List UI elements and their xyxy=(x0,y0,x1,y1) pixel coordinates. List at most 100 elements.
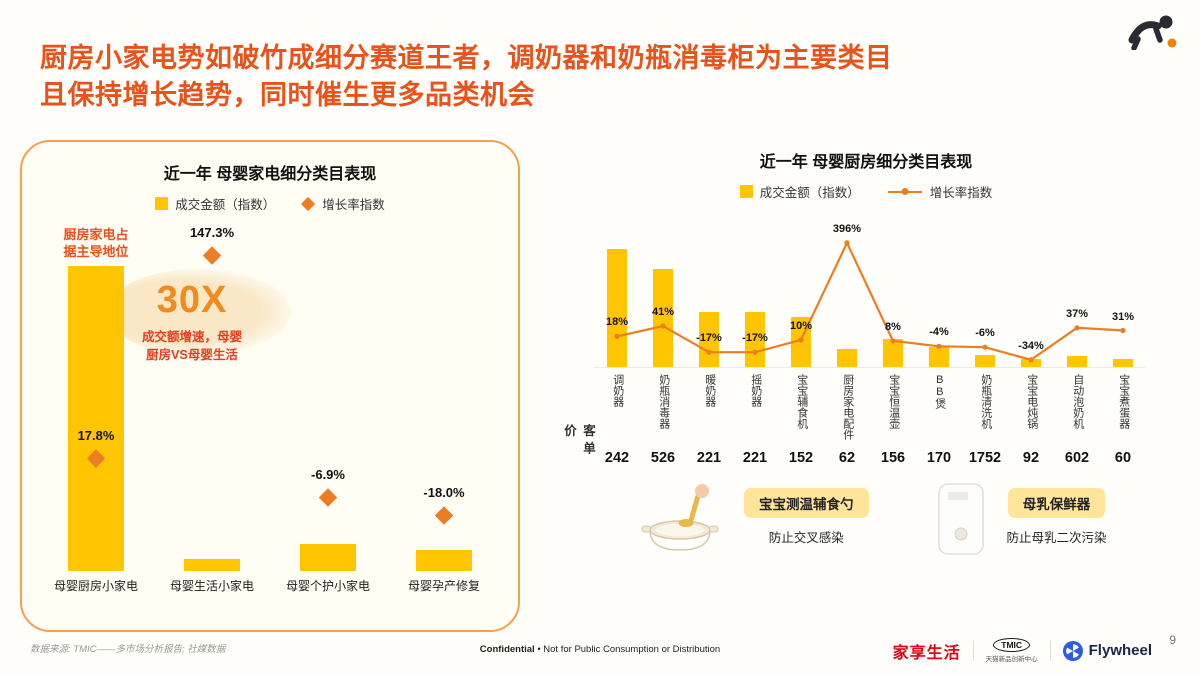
line-legend-swatch xyxy=(887,190,922,193)
tmic-logo: TMIC 天猫新品创新中心 xyxy=(986,638,1038,663)
right-x-axis: 调奶器 奶瓶消毒器 暖奶器 摇奶器 宝宝辅食机 厨房家电配件 宝宝恒温壶 BB煲 奶瓶清洗机 宝宝… xyxy=(594,368,1146,440)
growth-value-label: 31% xyxy=(1111,310,1135,323)
price-value: 170 xyxy=(926,450,952,466)
revenue-bar xyxy=(1113,358,1133,367)
growth-line-chart xyxy=(614,240,1126,363)
left-bar-chart: 厨房家电占据主导地位 30X 成交额增速，母婴 厨房VS母婴生活 17.8% 14… xyxy=(38,221,502,571)
category-label: BB煲 xyxy=(933,374,946,409)
growth-value-label: -17% xyxy=(696,332,722,345)
left-x-axis: 母婴厨房小家电 母婴生活小家电 母婴个护小家电 母婴孕产修复 xyxy=(38,577,502,594)
bar-legend-swatch xyxy=(155,197,169,210)
confidential-note: Confidential • Not for Public Consumptio… xyxy=(0,644,1200,655)
growth-value-label: 37% xyxy=(1065,307,1089,320)
page-title: 厨房小家电势如破竹成细分赛道王者，调奶器和奶瓶消毒柜为主要类目 且保持增长趋势，… xyxy=(40,40,1020,115)
growth-value-label: -6% xyxy=(975,327,995,340)
left-chart-column: -18.0% xyxy=(386,221,502,571)
footer-logos: 家享生活 TMIC 天猫新品创新中心 Flywheel xyxy=(893,638,1152,663)
highlight-30x-value: 30X xyxy=(156,279,228,321)
confidential-rest: • Not for Public Consumption or Distribu… xyxy=(534,644,721,655)
highlight-desc-line1: 成交额增速，母婴 xyxy=(141,330,242,344)
category-label-cell: 厨房家电配件 xyxy=(824,374,870,440)
growth-value-label: 396% xyxy=(832,222,862,235)
category-label-cell: 宝宝煮蛋器 xyxy=(1100,374,1146,440)
price-value: 60 xyxy=(1114,450,1132,466)
category-label-cell: 暖奶器 xyxy=(686,374,732,440)
category-label: 宝宝煮蛋器 xyxy=(1117,374,1130,429)
revenue-bar xyxy=(1067,356,1087,367)
crawling-baby-logo-icon xyxy=(1128,15,1177,50)
category-label: 暖奶器 xyxy=(703,374,716,407)
page-number: 9 xyxy=(1169,633,1176,647)
highlight-30x-block: 30X 成交额增速，母婴 厨房VS母婴生活 xyxy=(92,269,292,364)
revenue-bar xyxy=(929,346,949,367)
growth-value-label: -4% xyxy=(929,326,949,339)
growth-line xyxy=(616,240,1124,361)
right-chart-title: 近一年 母婴厨房细分类目表现 xyxy=(759,154,973,171)
category-label: 奶瓶消毒器 xyxy=(657,374,670,429)
growth-value-label: 18% xyxy=(605,316,629,329)
revenue-bar xyxy=(1021,358,1041,367)
callout-desc: 防止交叉感染 xyxy=(768,531,844,545)
legend-item-growth: 增长率指数 xyxy=(301,194,385,213)
category-label: 宝宝恒温壶 xyxy=(887,374,900,429)
left-chart-title: 近一年 母婴家电细分类目表现 xyxy=(163,166,377,183)
logo-divider xyxy=(1049,640,1051,661)
price-value: 221 xyxy=(742,450,768,466)
bar-legend-swatch xyxy=(739,185,753,198)
category-label-cell: 摇奶器 xyxy=(732,374,778,440)
growth-diamond xyxy=(202,246,222,265)
left-chart-column: -6.9% xyxy=(270,221,386,571)
callout-milk-keeper: 母乳保鲜器 防止母乳二次污染 xyxy=(933,482,1107,556)
right-chart-area: 18% 41% -17% -17% 10% 396% 8% -4% -6% -34% 37% 31% … xyxy=(552,223,1180,556)
highlight-blob xyxy=(106,269,291,355)
price-value: 1752 xyxy=(968,450,1002,466)
page-title-line1: 厨房小家电势如破竹成细分赛道王者，调奶器和奶瓶消毒柜为主要类目 xyxy=(40,43,893,74)
revenue-bar xyxy=(416,549,472,571)
category-label: 宝宝电炖锅 xyxy=(1025,374,1038,429)
legend-label-growth: 增长率指数 xyxy=(929,186,993,200)
category-label: 调奶器 xyxy=(611,374,624,407)
price-value: 152 xyxy=(788,450,814,466)
growth-diamond xyxy=(434,505,454,525)
callout-desc: 防止母乳二次污染 xyxy=(1006,531,1107,545)
product-callouts: 宝宝测温辅食勺 防止交叉感染 母乳保鲜器 防止母乳二次污染 xyxy=(594,482,1180,556)
price-value: 602 xyxy=(1064,450,1090,466)
data-source-note: 数据来源: TMIC——多市场分析报告; 社媒数据 xyxy=(30,644,226,655)
tmic-logo-subtext: 天猫新品创新中心 xyxy=(985,656,1038,663)
legend-item-revenue: 成交金额（指数） xyxy=(739,182,860,201)
left-chart-column: 147.3% xyxy=(154,221,270,571)
legend-label-revenue: 成交金额（指数） xyxy=(175,198,276,212)
callout-text: 宝宝测温辅食勺 防止交叉感染 xyxy=(744,488,869,546)
growth-value-label: -34% xyxy=(1018,339,1044,352)
price-value: 62 xyxy=(838,450,856,466)
legend-label-revenue: 成交金额（指数） xyxy=(759,186,860,200)
callout-name: 母乳保鲜器 xyxy=(1007,488,1106,518)
price-value: 221 xyxy=(696,450,722,466)
tmic-logo-text: TMIC xyxy=(993,638,1031,652)
revenue-bar xyxy=(837,349,857,367)
diamond-legend-swatch xyxy=(301,196,316,211)
category-label-cell: 宝宝辅食机 xyxy=(778,374,824,440)
feeding-spoon-image xyxy=(641,484,719,551)
category-label: 摇奶器 xyxy=(749,374,762,407)
callout-feeding-spoon: 宝宝测温辅食勺 防止交叉感染 xyxy=(640,482,869,556)
category-label: 母婴厨房小家电 xyxy=(53,579,138,593)
price-value: 242 xyxy=(604,450,630,466)
flywheel-logo: Flywheel xyxy=(1062,640,1152,661)
category-label-cell: 调奶器 xyxy=(594,374,640,440)
highlight-30x-desc: 成交额增速，母婴 厨房VS母婴生活 xyxy=(92,328,292,364)
category-label-cell: 自动泡奶机 xyxy=(1054,374,1100,440)
right-bar-line-chart: 18% 41% -17% -17% 10% 396% 8% -4% -6% -34% 37% 31% xyxy=(594,223,1146,368)
logo-divider xyxy=(972,640,974,661)
price-row-label: 客单价 xyxy=(562,424,595,459)
growth-value-label: -17% xyxy=(742,332,768,345)
category-label: 宝宝辅食机 xyxy=(795,374,808,429)
category-label: 母婴个护小家电 xyxy=(285,579,370,593)
legend-label-growth: 增长率指数 xyxy=(322,198,385,212)
right-chart-legend: 成交金额（指数） 增长率指数 xyxy=(552,182,1180,201)
growth-value-label: 41% xyxy=(651,306,675,319)
price-values: 242 526 221 221 152 62 156 170 1752 92 602 60 xyxy=(594,450,1146,466)
category-label-cell: 奶瓶消毒器 xyxy=(640,374,686,440)
growth-value-label: -6.9% xyxy=(311,467,345,483)
